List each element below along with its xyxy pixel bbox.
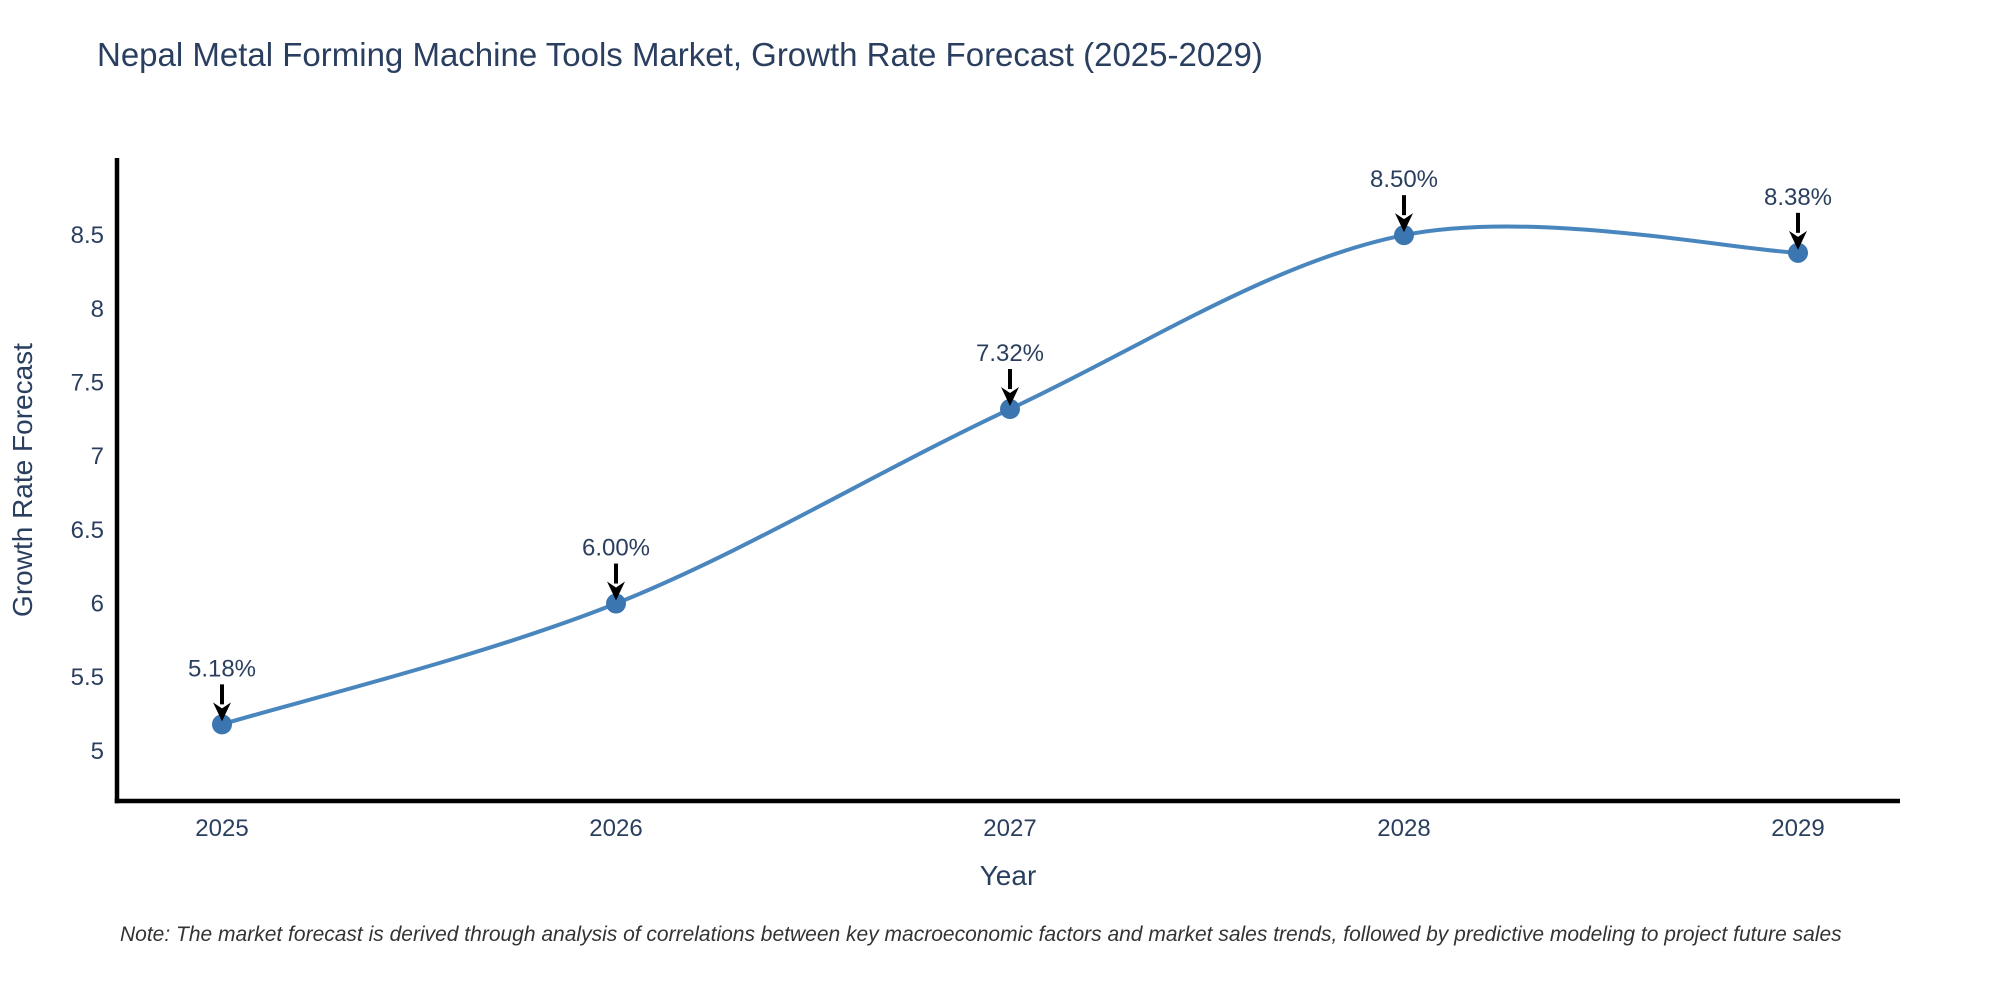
x-tick-label: 2026 xyxy=(589,815,642,842)
data-point-marker xyxy=(1000,399,1020,420)
point-value-label: 8.50% xyxy=(1370,166,1438,193)
down-arrow-icon xyxy=(1395,213,1413,233)
y-tick-label: 8.5 xyxy=(71,222,104,249)
axes xyxy=(114,158,1900,804)
y-tick-label: 8 xyxy=(91,296,104,323)
data-point-marker xyxy=(1394,225,1414,246)
data-point-marker xyxy=(1788,242,1808,263)
x-tick-label: 2029 xyxy=(1771,815,1824,842)
series-line xyxy=(220,224,1800,727)
y-tick-label: 5 xyxy=(91,738,104,765)
y-tick-label: 5.5 xyxy=(71,664,104,691)
point-value-label: 6.00% xyxy=(582,535,650,562)
down-arrow-icon xyxy=(213,702,231,722)
data-point-marker xyxy=(212,714,232,735)
x-tick-label: 2027 xyxy=(983,815,1036,842)
x-tick-label: 2028 xyxy=(1377,815,1430,842)
down-arrow-icon xyxy=(1001,387,1019,407)
chart-title: Nepal Metal Forming Machine Tools Market… xyxy=(97,36,1263,73)
point-value-label: 7.32% xyxy=(976,340,1044,367)
down-arrow-icon xyxy=(607,581,625,601)
y-tick-label: 7 xyxy=(91,443,104,470)
y-tick-label: 6 xyxy=(91,591,104,618)
data-point-marker xyxy=(606,593,626,614)
x-tick-label: 2025 xyxy=(195,815,248,842)
y-axis-title: Growth Rate Forecast xyxy=(7,343,38,617)
point-value-label: 8.38% xyxy=(1764,184,1832,211)
point-value-label: 5.18% xyxy=(188,655,256,682)
line-series xyxy=(212,224,1808,735)
y-tick-label: 6.5 xyxy=(71,517,104,544)
x-axis-title: Year xyxy=(980,860,1037,891)
point-annotations: 5.18% 6.00% 7.32% 8.50% 8.38% xyxy=(188,166,1832,722)
footnote: Note: The market forecast is derived thr… xyxy=(120,923,1842,946)
y-axis-tick-labels: 5 5.5 6 6.5 7 7.5 8 8.5 xyxy=(71,222,104,765)
y-tick-label: 7.5 xyxy=(71,370,104,397)
x-axis-tick-labels: 2025 2026 2027 2028 2029 xyxy=(195,815,1824,842)
down-arrow-icon xyxy=(1789,230,1807,250)
